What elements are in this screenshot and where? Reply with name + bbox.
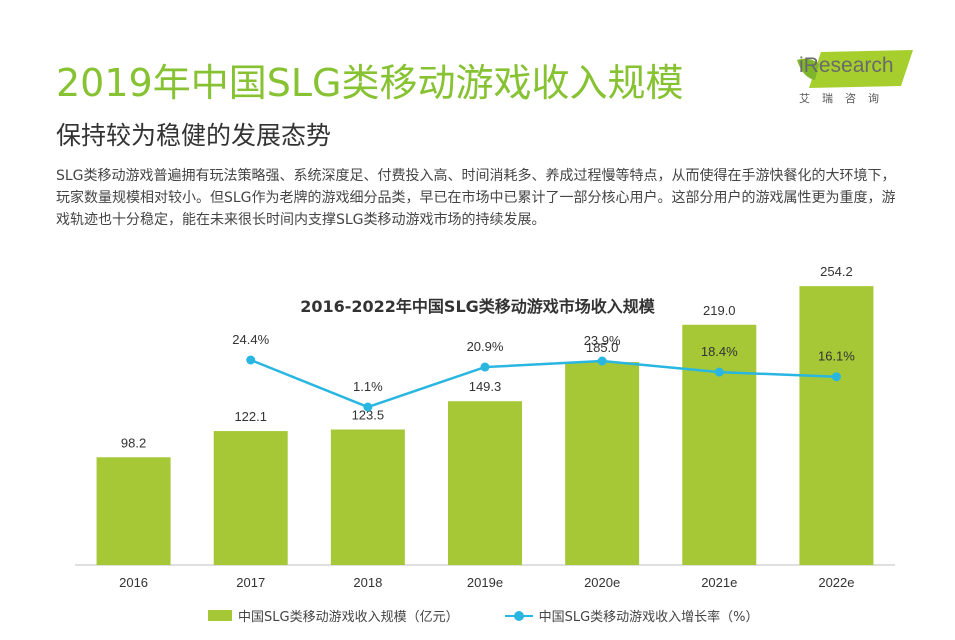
bar-label-2021e: 219.0 — [703, 303, 736, 318]
growth-label-2021e: 18.4% — [701, 344, 738, 359]
growth-point-2019e — [480, 362, 490, 372]
legend-label-growth: 中国SLG类移动游戏收入增长率（%） — [538, 610, 759, 625]
logo-leaf-icon — [797, 50, 913, 88]
bar-label-2020e: 185.0 — [586, 340, 619, 355]
growth-point-2017 — [246, 355, 256, 365]
growth-point-2022e — [831, 372, 841, 382]
page-title: 2019年中国SLG类移动游戏收入规模 — [56, 61, 684, 105]
chart-legend: 中国SLG类移动游戏收入规模（亿元） 中国SLG类移动游戏收入增长率（%） — [208, 606, 805, 625]
bar-label-2018: 123.5 — [352, 408, 385, 423]
growth-label-2018: 1.1% — [353, 379, 383, 394]
logo-wordmark: iResearch — [799, 54, 894, 77]
bar-2019e — [448, 401, 522, 565]
bar-label-2016: 98.2 — [121, 435, 146, 450]
intro-paragraph: SLG类移动游戏普遍拥有玩法策略强、系统深度足、付费投入高、时间消耗多、养成过程… — [56, 168, 896, 228]
bar-label-2019e: 149.3 — [469, 379, 502, 394]
x-tick-2022e: 2022e — [818, 575, 854, 590]
x-tick-2021e: 2021e — [701, 575, 737, 590]
legend-bar-swatch — [208, 610, 232, 621]
bar-2018 — [330, 429, 405, 565]
iresearch-logo: iResearch 艾瑞咨询 — [795, 50, 915, 110]
growth-line — [250, 358, 837, 409]
x-tick-2020e: 2020e — [584, 575, 620, 590]
legend-item-growth: 中国SLG类移动游戏收入增长率（%） — [504, 606, 759, 625]
bar-2022e — [799, 286, 874, 565]
legend-label-revenue: 中国SLG类移动游戏收入规模（亿元） — [238, 610, 459, 625]
growth-label-2019e: 20.9% — [467, 339, 504, 354]
legend-line-swatch — [504, 610, 533, 622]
bar-label-2022e: 254.2 — [820, 264, 853, 279]
growth-point-2021e — [714, 367, 724, 377]
x-tick-2018: 2018 — [353, 575, 382, 590]
bar-2017 — [213, 431, 288, 565]
bar-2021e — [682, 324, 757, 565]
bar-2016 — [96, 457, 171, 565]
logo-chinese: 艾瑞咨询 — [799, 92, 891, 105]
chart-title: 2016-2022年中国SLG类移动游戏市场收入规模 — [300, 297, 655, 316]
bar-2020e — [565, 362, 640, 565]
growth-point-2020e — [597, 356, 607, 366]
growth-label-2017: 24.4% — [232, 332, 269, 347]
x-tick-2019e: 2019e — [467, 575, 503, 590]
growth-label-2022e: 16.1% — [818, 349, 855, 364]
x-tick-2017: 2017 — [236, 575, 265, 590]
bar-label-2017: 122.1 — [234, 409, 267, 424]
growth-point-2018 — [363, 402, 373, 412]
growth-label-2020e: 23.9% — [584, 333, 621, 348]
x-tick-2016: 2016 — [119, 575, 148, 590]
page-subtitle: 保持较为稳健的发展态势 — [56, 121, 332, 150]
legend-item-revenue: 中国SLG类移动游戏收入规模（亿元） — [208, 606, 459, 625]
